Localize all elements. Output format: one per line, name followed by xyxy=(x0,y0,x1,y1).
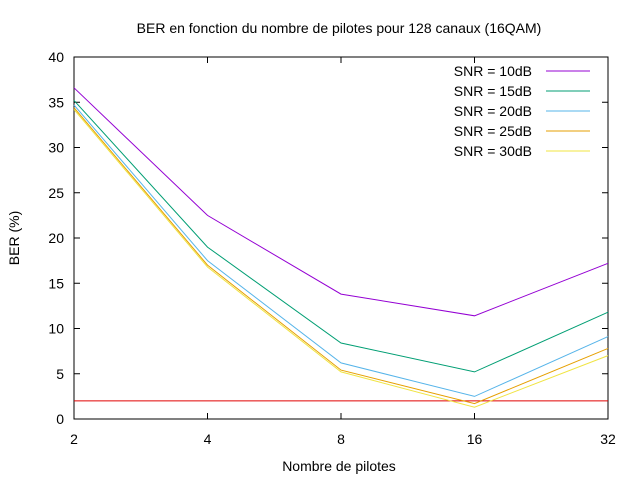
series-line-3 xyxy=(73,104,609,397)
series-line-5 xyxy=(73,109,609,408)
y-tick-label: 20 xyxy=(48,230,64,246)
legend-label: SNR = 20dB xyxy=(454,103,532,119)
legend-label: SNR = 25dB xyxy=(454,123,532,139)
y-tick-label: 30 xyxy=(48,140,64,156)
legend-label: SNR = 15dB xyxy=(454,83,532,99)
y-tick-label: 0 xyxy=(56,411,64,427)
y-axis-label: BER (%) xyxy=(6,211,22,265)
x-tick-label: 4 xyxy=(204,431,212,447)
series-line-1 xyxy=(73,87,609,317)
y-tick-label: 15 xyxy=(48,275,64,291)
legend-label: SNR = 10dB xyxy=(454,63,532,79)
y-tick-label: 35 xyxy=(48,94,64,110)
x-tick-label: 8 xyxy=(337,431,345,447)
x-tick-label: 2 xyxy=(70,431,78,447)
legend: SNR = 10dB SNR = 15dB SNR = 20dB SNR = 25dB… xyxy=(454,63,590,159)
chart-title: BER en fonction du nombre de pilotes pou… xyxy=(137,20,542,36)
legend-label: SNR = 30dB xyxy=(454,143,532,159)
x-axis-label: Nombre de pilotes xyxy=(282,458,396,474)
series-line-2 xyxy=(73,100,609,373)
y-tick-label: 5 xyxy=(56,366,64,382)
y-tick-label: 10 xyxy=(48,321,64,337)
y-tick-label: 25 xyxy=(48,185,64,201)
x-tick-label: 32 xyxy=(600,431,616,447)
x-tick-label: 16 xyxy=(467,431,483,447)
series-line-4 xyxy=(73,107,609,405)
y-tick-label: 40 xyxy=(48,49,64,65)
